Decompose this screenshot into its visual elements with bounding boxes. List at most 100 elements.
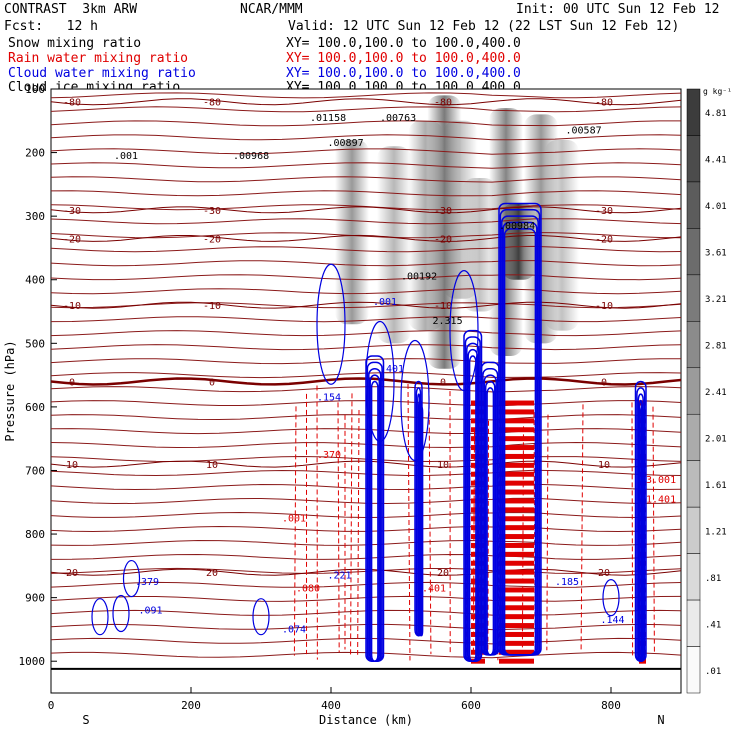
isotherm-label: 20 [66,568,78,579]
header-model: CONTRAST 3km ARW [4,2,138,17]
cloud-water-label: .074 [282,625,306,636]
rain-core [513,507,534,513]
colorbar-swatch [686,553,701,601]
legend-cloudwater-name: Cloud water mixing ratio [8,66,196,81]
isotherm-label: -20 [63,234,81,245]
header-valid: Valid: 12 UTC Sun 12 Feb 12 (22 LST Sun … [288,19,680,34]
rain-core [513,418,534,424]
y-tick-label: 400 [25,274,45,287]
colorbar-tick-label: 2.41 [705,388,727,398]
snow-label: .00763 [380,113,416,124]
x-tick-label: 400 [321,699,341,712]
cloud-water-label: .379 [135,577,159,588]
rain-core [513,605,534,611]
colorbar-swatch [686,274,701,322]
isotherm-label: -30 [434,206,452,217]
rain-core [513,560,534,566]
y-tick-label: 500 [25,337,45,350]
colorbar-swatch [686,88,701,136]
rain-core [513,649,534,655]
isotherm-line [51,148,681,155]
x-tick-label: 600 [461,699,481,712]
isotherm-line [51,288,681,295]
snow-column [545,139,579,331]
colorbar-unit: g kg⁻¹ [703,87,732,96]
colorbar-tick-label: 2.81 [705,342,727,352]
colorbar-tick-label: 3.61 [705,249,727,259]
rain-core [499,587,513,593]
colorbar-swatch [686,367,701,415]
colorbar-swatch [686,181,701,229]
colorbar-tick-label: 2.01 [705,434,727,444]
rain-label: .401 [422,583,446,594]
snow-label: .00984 [499,221,535,232]
snow-label: 2.315 [433,316,463,327]
isotherm--10 [51,301,681,309]
rain-contour [428,387,432,655]
snow-column [377,146,411,344]
snow-label: .01158 [310,113,346,124]
colorbar-tick-label: 3.21 [705,295,727,305]
isotherm-label: -10 [595,301,613,312]
rain-label: 3.001 [646,475,676,486]
rain-core [499,534,513,540]
y-tick-label: 200 [25,147,45,160]
rain-core [513,658,534,664]
y-tick-label: 100 [25,83,45,96]
isotherm-line [51,330,681,337]
contour-labels: .001 .00968 .01158 .00897 .00763 .00192 .00984… [114,113,676,636]
cloud-water-contour [640,406,644,662]
rain-core [499,614,513,620]
colorbar-tick-label: .01 [705,667,721,677]
rain-label: .370 [317,450,341,461]
legend-snow-name: Snow mixing ratio [8,36,142,51]
isotherm-label: -20 [595,234,613,245]
colorbar-tick-label: 4.41 [705,156,727,166]
rain-core [513,623,534,629]
y-tick-label: 700 [25,464,45,477]
rain-core [513,427,534,433]
cloud-water-label: .091 [139,606,163,617]
isotherm-line [51,274,681,281]
isotherm-label: 0 [601,377,607,388]
rain-core [513,498,534,504]
colorbar-swatch [686,135,701,183]
rain-core [499,560,513,566]
legend-rain-xy: XY= 100.0,100.0 to 100.0,400.0 [286,51,521,66]
rain-core [513,436,534,442]
isotherm-label: -10 [63,301,81,312]
north-label: N [657,713,664,727]
isotherm-label: -30 [203,206,221,217]
isotherm-label: -10 [203,301,221,312]
isotherm-line [51,218,681,225]
colorbar-tick-label: 4.01 [705,202,727,212]
cloud-water-label: .154 [317,393,341,404]
colorbar-swatch [686,413,701,461]
isotherm-label: 10 [437,460,449,471]
snow-shading [335,95,579,369]
cloud-water-contour [503,228,537,656]
colorbar-tick-label: 4.81 [705,109,727,119]
isotherm-line [51,106,681,113]
rain-core [499,623,513,629]
rain-contour [631,402,634,658]
isotherm-label: 20 [598,568,610,579]
rain-core [513,569,534,575]
y-tick-label: 900 [25,592,45,605]
rain-label: .080 [296,583,320,594]
rain-core [499,605,513,611]
rain-core [513,471,534,477]
cloud-water-label: .221 [328,571,352,582]
rain-core [499,489,513,495]
cloud-water-label: .144 [601,615,625,626]
rain-core [499,578,513,584]
rain-core [513,587,534,593]
rain-core [499,453,513,459]
rain-core [499,542,513,548]
rain-core [513,453,534,459]
colorbar-swatch [686,506,701,554]
rain-core [499,640,513,646]
rain-core [499,551,513,557]
rain-core [513,409,534,415]
